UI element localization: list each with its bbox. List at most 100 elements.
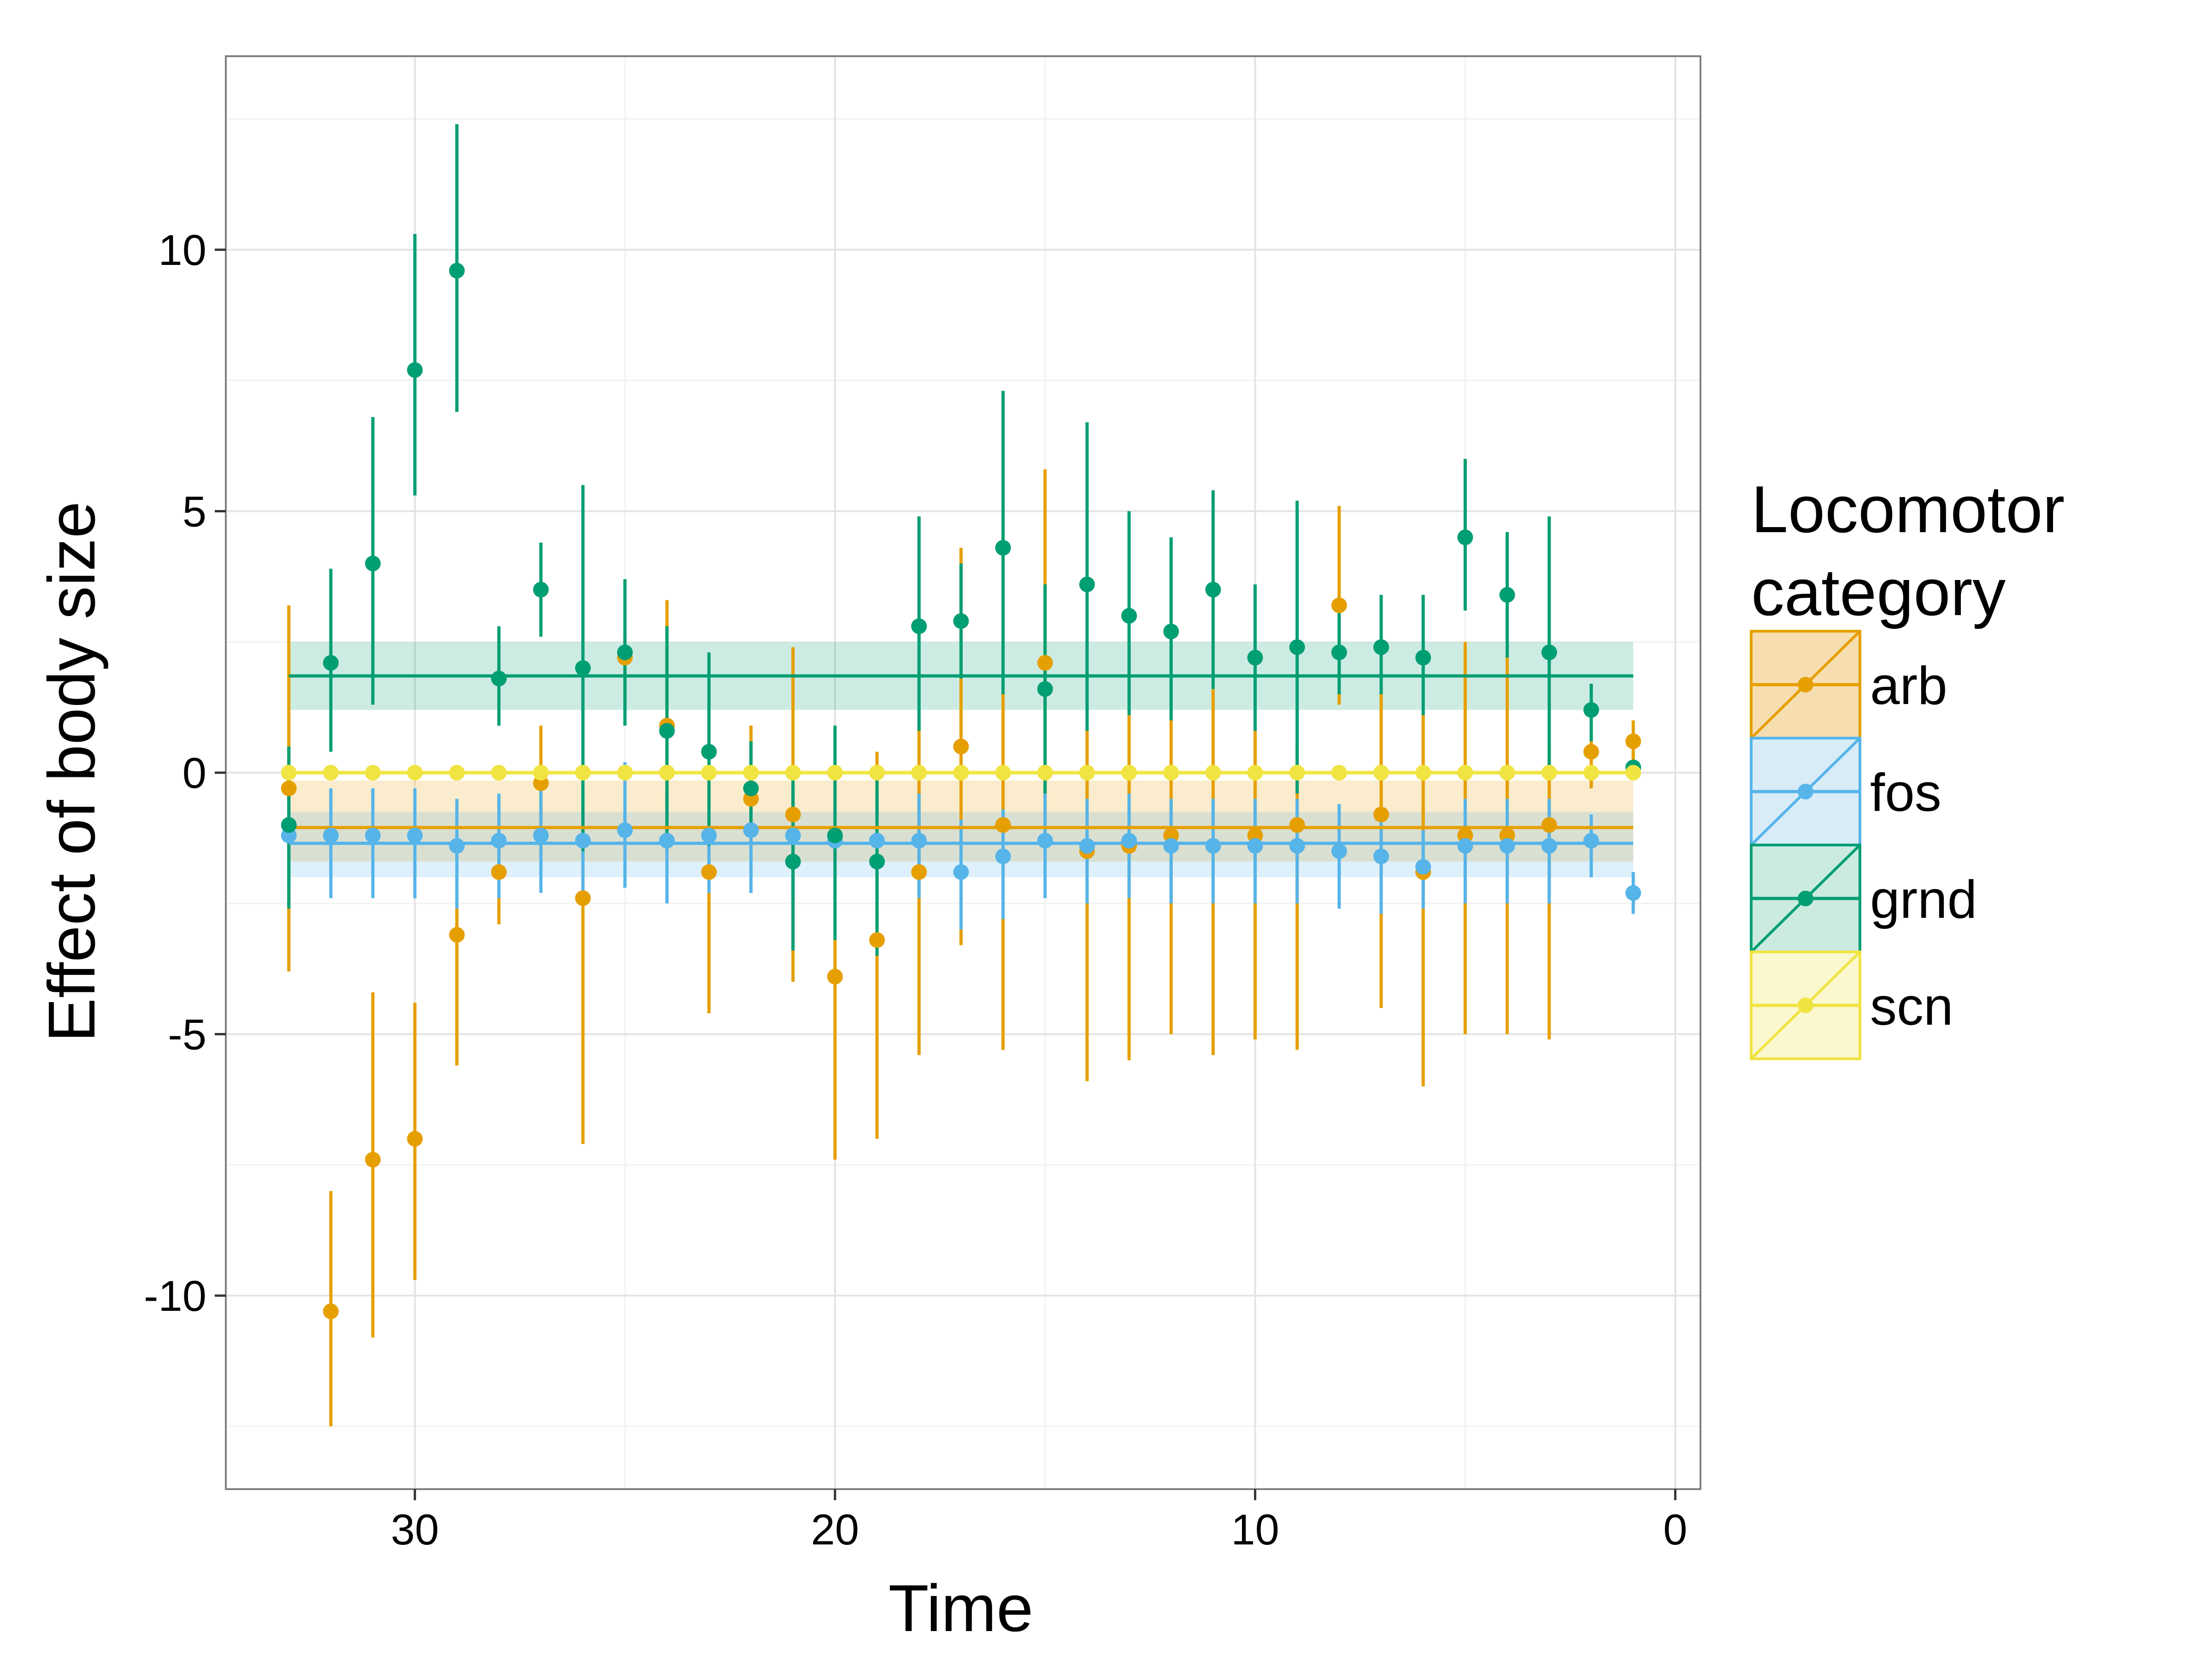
legend-title-line: category (1751, 555, 2006, 629)
legend-key-point (1798, 998, 1813, 1013)
point-arb (911, 864, 927, 880)
point-fos (869, 833, 885, 849)
point-fos (1625, 885, 1641, 901)
point-fos (1373, 848, 1389, 864)
point-grnd (281, 817, 297, 833)
point-arb (575, 890, 591, 906)
point-arb (701, 864, 717, 880)
point-fos (617, 822, 633, 838)
x-axis-title: Time (888, 1571, 1034, 1645)
point-fos (323, 828, 339, 844)
point-grnd (365, 555, 381, 571)
point-scn (1415, 765, 1431, 781)
point-scn (323, 765, 339, 781)
point-fos (953, 864, 969, 880)
point-fos (1499, 838, 1515, 854)
y-tick-label: 10 (158, 226, 206, 274)
point-scn (1205, 765, 1221, 781)
point-scn (1583, 765, 1599, 781)
point-scn (407, 765, 423, 781)
point-scn (1037, 765, 1053, 781)
legend-label: fos (1870, 763, 1941, 822)
x-tick-label: 0 (1663, 1505, 1687, 1554)
y-tick-label: -10 (144, 1272, 206, 1320)
point-fos (1415, 859, 1431, 875)
point-grnd (869, 853, 885, 869)
point-scn (491, 765, 507, 781)
point-fos (1583, 833, 1599, 849)
point-arb (365, 1151, 381, 1168)
point-scn (701, 765, 717, 781)
x-tick-label: 30 (391, 1505, 439, 1554)
legend: Locomotor category arb fos grnd scn (1750, 472, 2065, 1060)
point-arb (1541, 817, 1557, 833)
point-scn (1163, 765, 1179, 781)
point-scn (281, 765, 297, 781)
x-tick-label: 20 (811, 1505, 859, 1554)
point-grnd (1289, 639, 1305, 655)
legend-label: scn (1870, 976, 1953, 1036)
point-grnd (617, 644, 633, 660)
point-fos (1247, 838, 1263, 854)
point-grnd (323, 655, 339, 671)
x-tick-label: 10 (1231, 1505, 1279, 1554)
point-fos (491, 833, 507, 849)
point-arb (1037, 655, 1053, 671)
point-fos (743, 822, 759, 838)
point-grnd (1541, 644, 1557, 660)
point-arb (407, 1131, 423, 1147)
point-fos (1121, 833, 1137, 849)
point-grnd (785, 853, 801, 869)
point-grnd (1331, 644, 1347, 660)
legend-key-point (1798, 784, 1813, 799)
y-tick-label: -5 (168, 1010, 206, 1059)
point-grnd (1583, 702, 1599, 718)
point-arb (869, 932, 885, 948)
point-arb (281, 781, 297, 797)
point-grnd (827, 828, 843, 844)
point-scn (617, 765, 633, 781)
legend-key-point (1798, 677, 1813, 693)
point-grnd (743, 781, 759, 797)
point-scn (1247, 765, 1263, 781)
point-scn (743, 765, 759, 781)
point-scn (1079, 765, 1095, 781)
point-grnd (995, 540, 1011, 556)
point-grnd (1415, 650, 1431, 666)
point-grnd (1163, 623, 1179, 640)
point-scn (1289, 765, 1305, 781)
point-fos (911, 833, 927, 849)
point-grnd (659, 723, 675, 739)
point-fos (785, 828, 801, 844)
point-grnd (1079, 576, 1095, 593)
point-arb (1373, 806, 1389, 822)
point-fos (575, 833, 591, 849)
point-scn (827, 765, 843, 781)
point-grnd (1457, 529, 1473, 546)
point-arb (827, 968, 843, 985)
y-tick-label: 0 (182, 749, 206, 797)
data-points (281, 263, 1641, 1320)
point-scn (449, 765, 465, 781)
point-grnd (1205, 581, 1221, 598)
point-fos (407, 828, 423, 844)
point-scn (869, 765, 885, 781)
point-scn (533, 765, 549, 781)
point-arb (449, 927, 465, 943)
point-scn (911, 765, 927, 781)
legend-title-line: Locomotor (1751, 472, 2065, 546)
legend-item-scn: scn (1750, 951, 1953, 1060)
point-scn (995, 765, 1011, 781)
point-grnd (1499, 587, 1515, 603)
point-fos (1541, 838, 1557, 854)
point-scn (659, 765, 675, 781)
point-grnd (1037, 681, 1053, 697)
point-fos (701, 828, 717, 844)
point-scn (365, 765, 381, 781)
point-grnd (407, 362, 423, 378)
point-arb (1289, 817, 1305, 833)
point-grnd (1121, 608, 1137, 624)
legend-key-point (1798, 891, 1813, 906)
